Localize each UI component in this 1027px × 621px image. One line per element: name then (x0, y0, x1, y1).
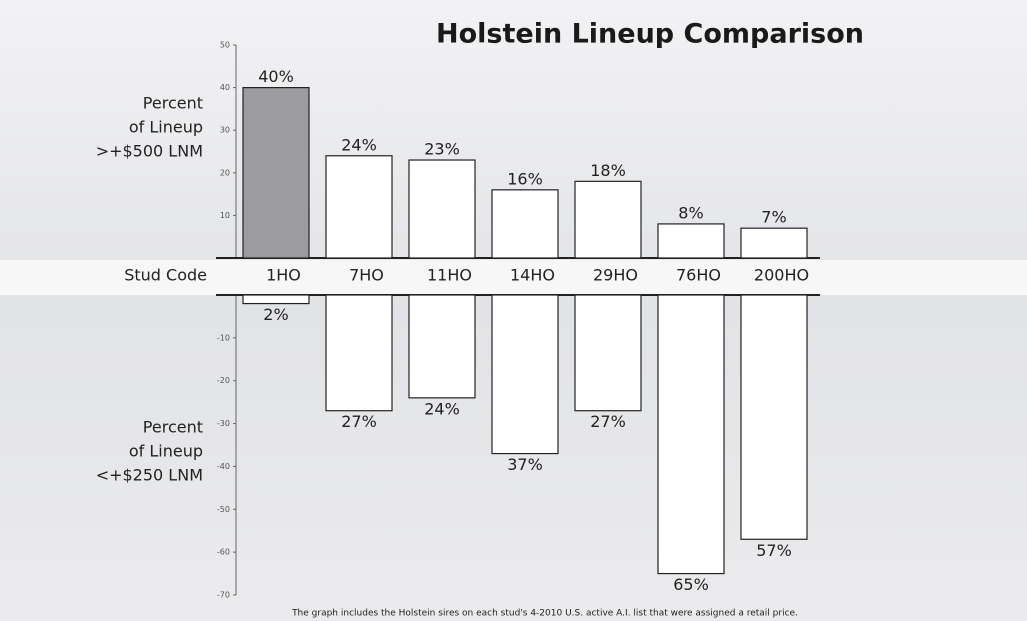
value-label: 37% (507, 455, 543, 474)
value-label: 27% (341, 412, 377, 431)
y-tick-label: 50 (220, 41, 230, 50)
chart-title: Holstein Lineup Comparison (436, 19, 864, 50)
footnote: The graph includes the Holstein sires on… (291, 609, 798, 619)
bar (741, 295, 807, 539)
value-label: 2% (263, 305, 288, 324)
y-axis-label: <+$250 LNM (96, 466, 203, 485)
bar (741, 228, 807, 258)
y-tick-label: -40 (217, 462, 230, 471)
x-tick-label: 1HO (266, 266, 301, 285)
value-label: 23% (424, 140, 460, 159)
y-tick-label: -30 (217, 419, 230, 428)
value-label: 57% (756, 541, 792, 560)
value-label: 8% (678, 203, 703, 222)
y-axis-label: Percent (143, 418, 203, 437)
y-axis-label: of Lineup (129, 118, 203, 137)
bar (575, 181, 641, 258)
bar (658, 224, 724, 258)
page: Holstein Lineup Comparison Stud Code The… (0, 0, 1027, 621)
chart: Holstein Lineup Comparison Stud Code The… (0, 0, 1027, 621)
x-tick-label: 29HO (593, 266, 638, 285)
y-axis-label: Percent (143, 94, 203, 113)
x-axis-label: Stud Code (124, 266, 207, 285)
x-tick-label: 200HO (754, 266, 809, 285)
x-tick-label: 11HO (427, 266, 472, 285)
y-tick-label: 30 (220, 126, 230, 135)
bar (492, 295, 558, 454)
y-tick-label: -20 (217, 376, 230, 385)
value-label: 40% (258, 67, 294, 86)
bar (326, 295, 392, 411)
y-tick-label: 20 (220, 168, 230, 177)
x-tick-label: 76HO (676, 266, 721, 285)
bar (575, 295, 641, 411)
value-label: 65% (673, 575, 709, 594)
value-label: 18% (590, 161, 626, 180)
y-tick-label: -10 (217, 333, 230, 342)
y-tick-label: 40 (220, 83, 230, 92)
bar (326, 156, 392, 258)
y-tick-label: -60 (217, 548, 230, 557)
y-tick-label: -70 (217, 591, 230, 600)
value-label: 16% (507, 169, 543, 188)
x-tick-label: 14HO (510, 266, 555, 285)
y-tick-label: -50 (217, 505, 230, 514)
value-label: 7% (761, 208, 786, 227)
bar (409, 295, 475, 398)
bar (492, 190, 558, 258)
x-tick-label: 7HO (349, 266, 384, 285)
y-tick-label: 10 (220, 211, 230, 220)
bar (243, 88, 309, 258)
y-axis-label: >+$500 LNM (96, 142, 203, 161)
value-label: 24% (341, 135, 377, 154)
value-label: 27% (590, 412, 626, 431)
bar (409, 160, 475, 258)
value-label: 24% (424, 399, 460, 418)
y-axis-label: of Lineup (129, 442, 203, 461)
bar (243, 295, 309, 304)
bar (658, 295, 724, 574)
